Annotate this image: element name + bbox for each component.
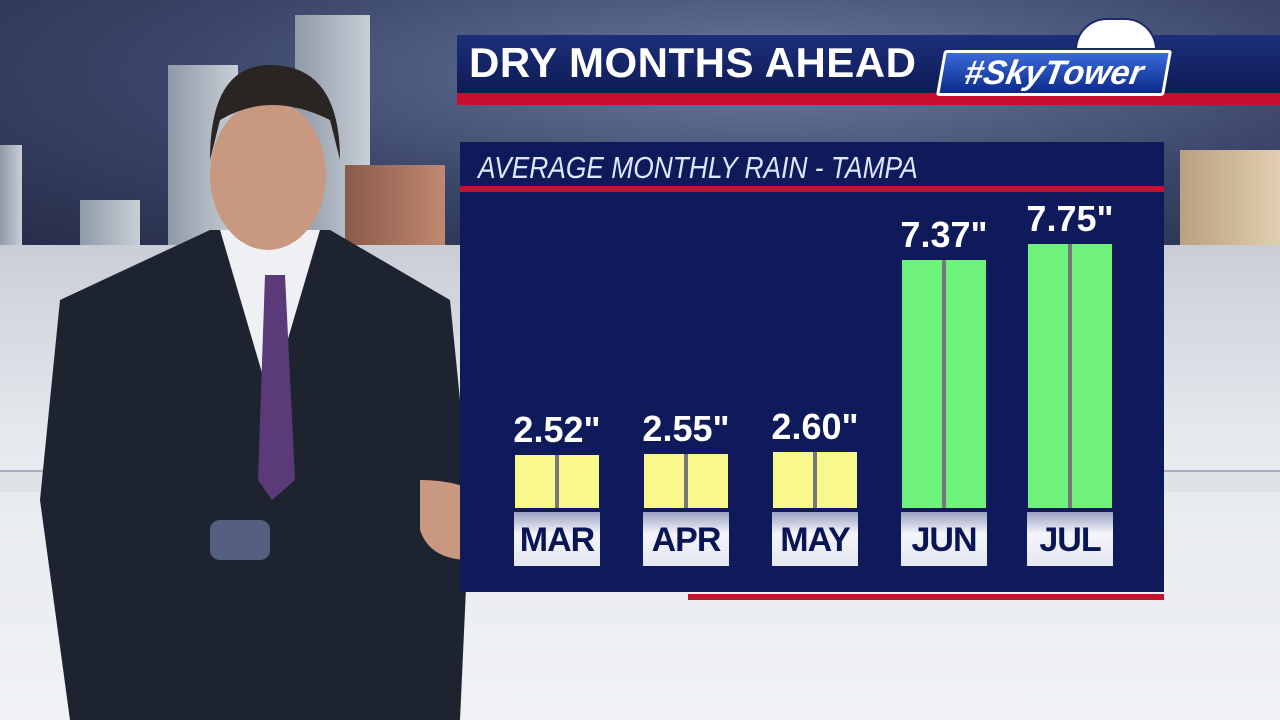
month-label: MAY	[772, 512, 858, 566]
chart-title-underline	[460, 186, 1164, 192]
bar-may	[773, 451, 857, 508]
skytower-dome-icon	[1075, 18, 1157, 50]
chart-panel: AVERAGE MONTHLY RAIN - TAMPA 2.52" MAR 2.5…	[460, 142, 1164, 600]
skytower-logo: #SkyTower	[935, 50, 1173, 96]
data-label: 7.75"	[1026, 198, 1114, 240]
building	[80, 200, 140, 245]
bar-jul	[1028, 244, 1112, 508]
title-underline	[457, 93, 1280, 105]
building	[345, 165, 445, 245]
month-label: JUL	[1027, 512, 1113, 566]
data-label: 2.55"	[642, 407, 730, 449]
bar-apr	[644, 453, 728, 508]
panel-bottom-accent	[688, 594, 1164, 600]
bar-mar	[515, 455, 599, 508]
bar-jun	[902, 259, 986, 508]
data-label: 7.37"	[900, 213, 988, 255]
month-label: APR	[643, 512, 729, 566]
data-label: 2.52"	[513, 409, 601, 451]
presenter	[40, 65, 510, 720]
building	[1180, 150, 1280, 245]
month-label: MAR	[514, 512, 600, 566]
clicker-remote	[210, 520, 270, 560]
chart-title: AVERAGE MONTHLY RAIN - TAMPA	[478, 150, 918, 185]
page-title: DRY MONTHS AHEAD	[469, 39, 917, 86]
building	[0, 145, 22, 245]
data-label: 2.60"	[771, 405, 859, 447]
month-label: JUN	[901, 512, 987, 566]
